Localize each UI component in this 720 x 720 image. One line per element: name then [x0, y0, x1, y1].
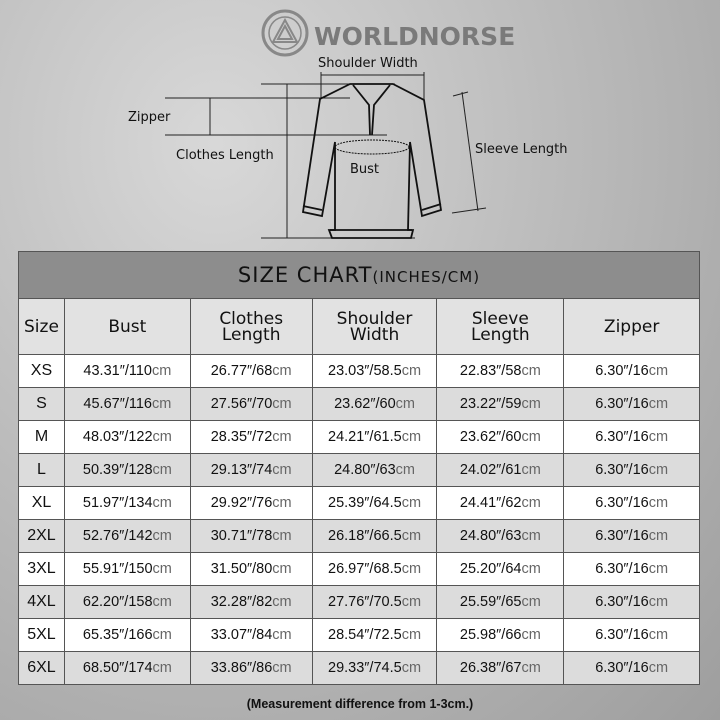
measurement-cell: 25.20″/64cm — [436, 552, 565, 586]
measurement-cell: 6.30″/16cm — [563, 387, 700, 421]
column-header: Sleeve Length — [436, 298, 565, 355]
measurement-cell: 29.13″/74cm — [189, 453, 313, 487]
measurement-note: (Measurement difference from 1-3cm.) — [246, 697, 474, 711]
measurement-cell: 6.30″/16cm — [563, 486, 700, 520]
column-header: Size — [18, 298, 65, 355]
table-row: XL 51.97″/134cm 29.92″/76cm 25.39″/64.5cm 24… — [18, 486, 700, 520]
size-cell: 6XL — [18, 651, 65, 685]
size-cell: XS — [18, 354, 65, 388]
measurement-cell: 26.97″/68.5cm — [311, 552, 438, 586]
measurement-cell: 24.80″/63cm — [311, 453, 438, 487]
measurement-cell: 6.30″/16cm — [563, 519, 700, 553]
measurement-cell: 26.18″/66.5cm — [311, 519, 438, 553]
measurement-cell: 29.92″/76cm — [189, 486, 313, 520]
measurement-cell: 24.21″/61.5cm — [311, 420, 438, 454]
label-shoulder-width: Shoulder Width — [318, 56, 418, 71]
measurement-cell: 6.30″/16cm — [563, 618, 700, 652]
measurement-cell: 6.30″/16cm — [563, 552, 700, 586]
label-clothes-length: Clothes Length — [176, 148, 274, 163]
table-row: 4XL 62.20″/158cm 32.28″/82cm 27.76″/70.5cm 2… — [18, 585, 700, 619]
size-cell: M — [18, 420, 65, 454]
measurement-cell: 6.30″/16cm — [563, 585, 700, 619]
column-header: Bust — [63, 298, 191, 355]
measurement-cell: 31.50″/80cm — [189, 552, 313, 586]
measurement-cell: 22.83″/58cm — [436, 354, 565, 388]
measurement-cell: 52.76″/142cm — [63, 519, 191, 553]
measurement-cell: 28.35″/72cm — [189, 420, 313, 454]
column-header: Shoulder Width — [311, 298, 438, 355]
size-cell: 4XL — [18, 585, 65, 619]
measurement-cell: 24.41″/62cm — [436, 486, 565, 520]
measurement-cell: 27.76″/70.5cm — [311, 585, 438, 619]
brand-logo-icon — [261, 9, 309, 57]
measurement-cell: 33.86″/86cm — [189, 651, 313, 685]
measurement-cell: 23.62″/60cm — [311, 387, 438, 421]
table-row: S 45.67″/116cm 27.56″/70cm 23.62″/60cm 23.22… — [18, 387, 700, 421]
size-cell: 5XL — [18, 618, 65, 652]
hoodie-sketch-icon — [301, 83, 443, 239]
table-row: L 50.39″/128cm 29.13″/74cm 24.80″/63cm 24.02… — [18, 453, 700, 487]
measurement-cell: 24.80″/63cm — [436, 519, 565, 553]
measurement-cell: 55.91″/150cm — [63, 552, 191, 586]
brand-name: WORLDNORSE — [314, 22, 515, 51]
measurement-cell: 6.30″/16cm — [563, 420, 700, 454]
column-header: Zipper — [563, 298, 700, 355]
measurement-cell: 23.03″/58.5cm — [311, 354, 438, 388]
measurement-cell: 30.71″/78cm — [189, 519, 313, 553]
measurement-cell: 29.33″/74.5cm — [311, 651, 438, 685]
measurement-cell: 25.98″/66cm — [436, 618, 565, 652]
label-sleeve-length: Sleeve Length — [475, 142, 568, 157]
measurement-cell: 25.39″/64.5cm — [311, 486, 438, 520]
measurement-cell: 68.50″/174cm — [63, 651, 191, 685]
table-row: 6XL 68.50″/174cm 33.86″/86cm 29.33″/74.5cm 2… — [18, 651, 700, 685]
size-cell: L — [18, 453, 65, 487]
measurement-cell: 51.97″/134cm — [63, 486, 191, 520]
table-row: 5XL 65.35″/166cm 33.07″/84cm 28.54″/72.5cm 2… — [18, 618, 700, 652]
size-chart-title: SIZE CHART(INCHES/CM) — [18, 251, 700, 299]
measurement-cell: 50.39″/128cm — [63, 453, 191, 487]
measurement-cell: 23.22″/59cm — [436, 387, 565, 421]
measurement-cell: 27.56″/70cm — [189, 387, 313, 421]
measurement-cell: 33.07″/84cm — [189, 618, 313, 652]
label-zipper: Zipper — [128, 110, 171, 125]
table-row: M 48.03″/122cm 28.35″/72cm 24.21″/61.5cm 23.… — [18, 420, 700, 454]
measurement-cell: 23.62″/60cm — [436, 420, 565, 454]
measurement-cell: 45.67″/116cm — [63, 387, 191, 421]
measurement-cell: 65.35″/166cm — [63, 618, 191, 652]
table-row: XS 43.31″/110cm 26.77″/68cm 23.03″/58.5cm 22… — [18, 354, 700, 388]
measurement-cell: 26.38″/67cm — [436, 651, 565, 685]
size-cell: S — [18, 387, 65, 421]
measurement-cell: 6.30″/16cm — [563, 354, 700, 388]
measurement-cell: 25.59″/65cm — [436, 585, 565, 619]
size-cell: 2XL — [18, 519, 65, 553]
column-header: Clothes Length — [189, 298, 313, 355]
size-chart-table: SIZE CHART(INCHES/CM) Size Bust Clothes Len… — [18, 251, 700, 685]
size-cell: 3XL — [18, 552, 65, 586]
measurement-cell: 48.03″/122cm — [63, 420, 191, 454]
label-bust: Bust — [350, 162, 379, 177]
measurement-cell: 24.02″/61cm — [436, 453, 565, 487]
table-row: 2XL 52.76″/142cm 30.71″/78cm 26.18″/66.5cm 2… — [18, 519, 700, 553]
measurement-cell: 26.77″/68cm — [189, 354, 313, 388]
measurement-cell: 32.28″/82cm — [189, 585, 313, 619]
table-row: 3XL 55.91″/150cm 31.50″/80cm 26.97″/68.5cm 2… — [18, 552, 700, 586]
measurement-cell: 6.30″/16cm — [563, 651, 700, 685]
measurement-cell: 43.31″/110cm — [63, 354, 191, 388]
measurement-cell: 62.20″/158cm — [63, 585, 191, 619]
measurement-cell: 28.54″/72.5cm — [311, 618, 438, 652]
measurement-cell: 6.30″/16cm — [563, 453, 700, 487]
size-cell: XL — [18, 486, 65, 520]
measurement-diagram: WORLDNORSE Shoulder Width Zipper Clothes… — [128, 9, 568, 239]
